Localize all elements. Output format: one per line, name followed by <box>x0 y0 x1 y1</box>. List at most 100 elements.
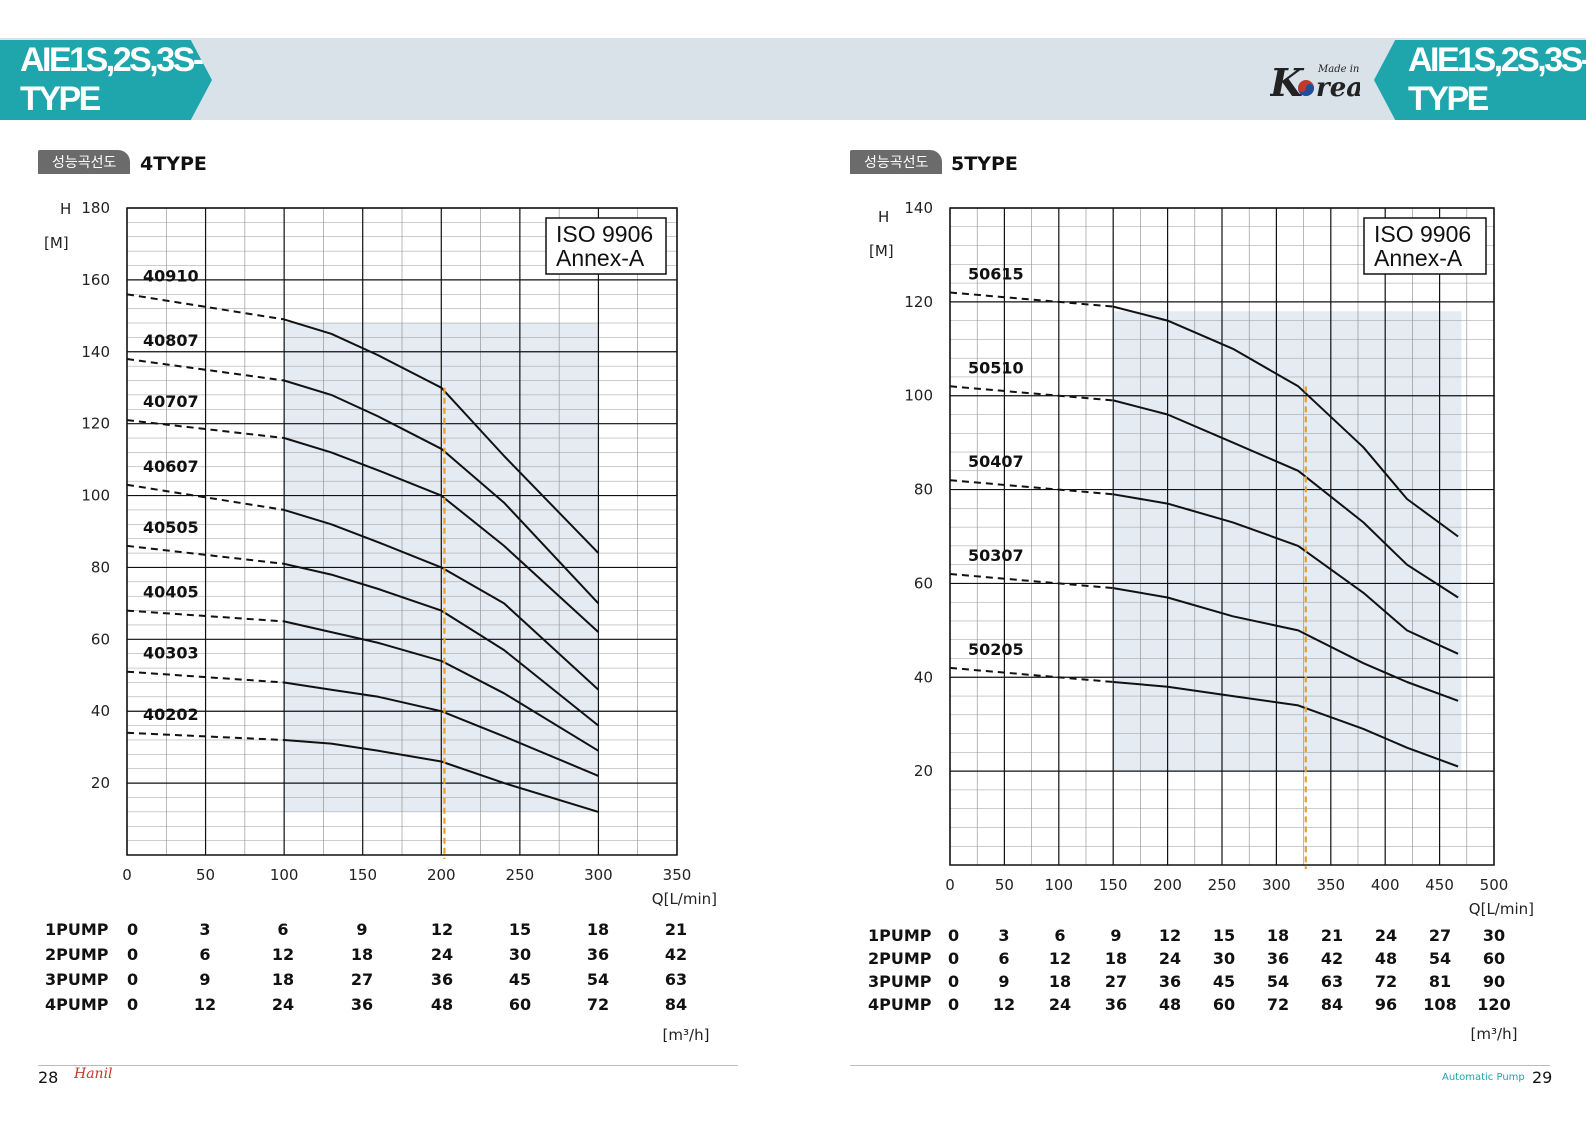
chart1-pump-value: 24 <box>431 945 453 964</box>
chart1-series-40202-line <box>284 739 599 813</box>
chart1-y-tick-label: 60 <box>91 630 110 648</box>
logo-taeguk-bottom <box>1298 84 1314 96</box>
chart2-pump-row-label: 3PUMP <box>868 972 932 991</box>
chart2-pump-value: 36 <box>1267 949 1289 968</box>
chart2-pump-value: 18 <box>1105 949 1127 968</box>
chart1-pump-value: 0 <box>127 970 138 989</box>
chart1-series-40303-line <box>283 681 599 777</box>
chart1-pump-value: 72 <box>587 995 609 1014</box>
chart1-series-40505-line <box>283 562 600 727</box>
footer-line-right <box>850 1065 1550 1066</box>
chart2-pump-value: 42 <box>1321 949 1343 968</box>
chart2-y-tick-label: 120 <box>904 293 933 311</box>
chart1-y-tick-label: 20 <box>91 774 110 792</box>
chart2-x-tick-label: 50 <box>995 876 1014 894</box>
chart1-pump-value: 12 <box>431 920 453 939</box>
chart1-series-label-40202: 40202 <box>143 705 199 724</box>
chart2-pump-row-label: 4PUMP <box>868 995 932 1014</box>
chart2-series-50407-dashed <box>949 479 1114 496</box>
chart1-series-40607-dashed <box>126 483 285 511</box>
chart1-series-label-40405: 40405 <box>143 583 199 602</box>
chart2-pump-value: 0 <box>948 949 959 968</box>
chart2-pump-value: 60 <box>1483 949 1505 968</box>
chart1-pump-value: 36 <box>431 970 453 989</box>
chart2-series-label-50407: 50407 <box>968 452 1024 471</box>
chart1-pump-value: 21 <box>665 920 687 939</box>
chart2-series-50510-dashed <box>949 385 1114 402</box>
chart2-pump-value: 12 <box>993 995 1015 1014</box>
chart2-pump-value: 12 <box>1159 926 1181 945</box>
chart1-pump-row-label: 1PUMP <box>45 920 109 939</box>
chart1-x-tick-label: 50 <box>196 866 215 884</box>
chart1-pump-value: 3 <box>199 920 210 939</box>
chart1-pump-value: 54 <box>587 970 609 989</box>
chart2-pump-value: 30 <box>1213 949 1235 968</box>
chart1-pump-value: 12 <box>272 945 294 964</box>
chart2-pump-value: 48 <box>1159 995 1181 1014</box>
chart2-pump-value: 36 <box>1105 995 1127 1014</box>
chart1-pump-value: 6 <box>199 945 210 964</box>
chart1-y-tick-label: 40 <box>91 702 110 720</box>
chart1-x-tick-label: 200 <box>427 866 456 884</box>
chart2-x-tick-label: 250 <box>1208 876 1237 894</box>
chart1-x-tick-label: 150 <box>348 866 377 884</box>
chart1-series-40505-dashed <box>126 544 285 565</box>
chart2-y-tick-label: 80 <box>914 481 933 499</box>
chart1-y-tick-label: 120 <box>81 415 110 433</box>
chart2-pump-value: 54 <box>1429 949 1451 968</box>
brand-logo: Hanil <box>74 1066 113 1082</box>
chart2-x-tick-label: 200 <box>1153 876 1182 894</box>
chart1-x-tick-label: 250 <box>506 866 535 884</box>
chart1-pump-value: 9 <box>356 920 367 939</box>
chart1-pump-value: 0 <box>127 945 138 964</box>
chart1-pump-value: 84 <box>665 995 687 1014</box>
chart2-pump-row-label: 1PUMP <box>868 926 932 945</box>
chart2-pump-value: 45 <box>1213 972 1235 991</box>
chart2-iso-badge-line1: ISO 9906 <box>1374 221 1471 247</box>
chart2-y-tick-label: 60 <box>914 574 933 592</box>
chart1-y-tick-label: 140 <box>81 343 110 361</box>
chart2-pump-value: 3 <box>998 926 1009 945</box>
chart1-pump-value: 48 <box>431 995 453 1014</box>
chart2-pump-value: 36 <box>1159 972 1181 991</box>
chart2-x-tick-label: 150 <box>1099 876 1128 894</box>
chart1-y-axis-unit: [M] <box>44 234 69 252</box>
chart2-series-50205-dashed <box>949 666 1114 683</box>
chart1-series-40707-dashed <box>126 419 285 439</box>
chart1-series-40202-dashed <box>126 731 285 741</box>
chart2-series-50510-line <box>1112 399 1459 599</box>
chart1-pump-value: 24 <box>272 995 294 1014</box>
chart2-pump-value: 0 <box>948 995 959 1014</box>
chart2-x-tick-label: 500 <box>1480 876 1509 894</box>
chart1-iso-badge <box>545 217 667 275</box>
chart2-pump-value: 108 <box>1423 995 1456 1014</box>
chart2-y-tick-label: 40 <box>914 668 933 686</box>
chart2-y-tick-label: 100 <box>904 387 933 405</box>
chart1-pump-value: 36 <box>587 945 609 964</box>
chart2-pump-value: 6 <box>998 949 1009 968</box>
chart1-y-tick-label: 80 <box>91 558 110 576</box>
chart2-pump-value: 15 <box>1213 926 1235 945</box>
chart1-plot-frame <box>126 207 678 856</box>
page-number-left: 28 <box>38 1068 59 1087</box>
chart2-pump-value: 9 <box>1110 926 1121 945</box>
page-number-right: 29 <box>1532 1068 1553 1087</box>
chart2-pump-value: 9 <box>998 972 1009 991</box>
chart2-pump-value: 48 <box>1375 949 1397 968</box>
model-title-right: AIE1S,2S,3S-TYPE <box>1374 40 1586 120</box>
chart1-iso-badge-line2: Annex-A <box>556 245 645 271</box>
chart2-plot-frame <box>949 207 1495 866</box>
chart2-pump-value: 81 <box>1429 972 1451 991</box>
chart1-pump-value: 12 <box>194 995 216 1014</box>
chart1-pump-row-label: 2PUMP <box>45 945 109 964</box>
chart1-pump-value: 36 <box>351 995 373 1014</box>
chart1-series-40910-line <box>283 318 600 554</box>
chart1-pump-value: 27 <box>351 970 373 989</box>
chart1-pump-value: 42 <box>665 945 687 964</box>
chart1-x-axis-label: Q[L/min] <box>652 890 717 908</box>
chart1-x-tick-label: 0 <box>122 866 132 884</box>
chart2-series-50407-line <box>1113 493 1459 655</box>
chart2-pump-value: 0 <box>948 972 959 991</box>
chart1-series-label-40303: 40303 <box>143 644 199 663</box>
chart2-iso-badge <box>1363 217 1487 275</box>
